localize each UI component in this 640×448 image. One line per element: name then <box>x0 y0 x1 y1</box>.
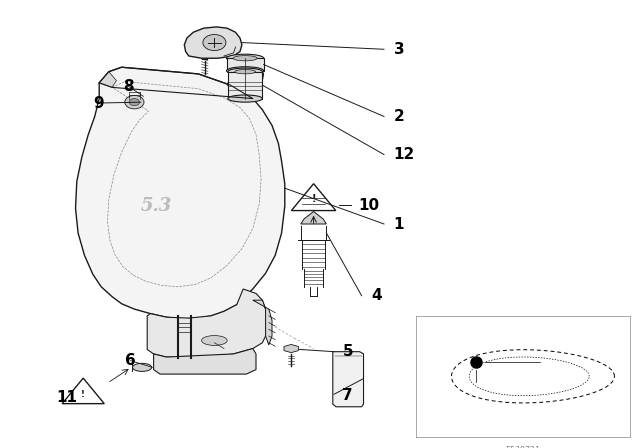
Text: 5: 5 <box>342 344 353 359</box>
Ellipse shape <box>233 56 257 61</box>
Polygon shape <box>253 300 272 345</box>
Text: 2: 2 <box>394 109 404 124</box>
Text: 4: 4 <box>371 288 382 303</box>
Ellipse shape <box>132 363 152 371</box>
Circle shape <box>129 99 140 106</box>
Text: 55J9721: 55J9721 <box>506 447 541 448</box>
Polygon shape <box>228 72 262 99</box>
Polygon shape <box>301 211 326 224</box>
Text: 6: 6 <box>125 353 136 368</box>
Circle shape <box>125 95 144 109</box>
Ellipse shape <box>233 71 257 81</box>
Polygon shape <box>147 289 266 357</box>
Text: 10: 10 <box>358 198 380 213</box>
Ellipse shape <box>202 336 227 345</box>
Ellipse shape <box>228 95 262 102</box>
Polygon shape <box>227 58 264 71</box>
Ellipse shape <box>227 54 264 62</box>
Ellipse shape <box>227 67 264 75</box>
Polygon shape <box>154 349 256 374</box>
Text: 3: 3 <box>394 42 404 57</box>
Polygon shape <box>227 65 264 89</box>
Polygon shape <box>76 67 285 319</box>
Ellipse shape <box>228 68 262 75</box>
Text: 11: 11 <box>56 390 77 405</box>
Circle shape <box>203 34 226 51</box>
Text: 9: 9 <box>93 95 104 111</box>
Polygon shape <box>284 345 298 353</box>
Text: 1: 1 <box>394 216 404 232</box>
Polygon shape <box>333 352 364 407</box>
Text: !: ! <box>81 390 85 399</box>
Text: 8: 8 <box>123 78 134 94</box>
Text: !: ! <box>311 194 316 204</box>
Polygon shape <box>99 72 116 87</box>
Ellipse shape <box>235 69 255 74</box>
Polygon shape <box>184 27 242 58</box>
Text: 7: 7 <box>342 388 353 403</box>
Text: 5.3: 5.3 <box>141 197 172 215</box>
Text: 12: 12 <box>394 147 415 162</box>
